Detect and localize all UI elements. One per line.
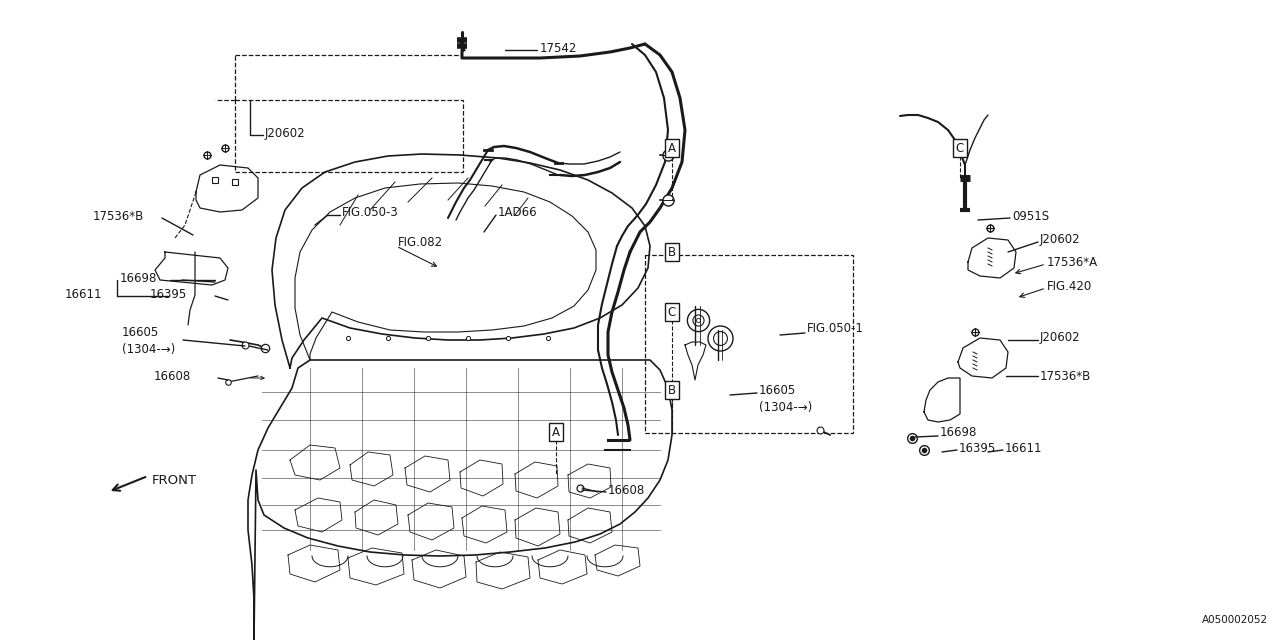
- Text: J20602: J20602: [265, 127, 306, 140]
- Bar: [645, 255, 852, 433]
- Text: 16611: 16611: [65, 287, 102, 301]
- Text: J20602: J20602: [1039, 234, 1080, 246]
- Text: C: C: [956, 141, 964, 154]
- Text: FIG.050-1: FIG.050-1: [806, 321, 864, 335]
- Text: (1304-→): (1304-→): [759, 401, 813, 415]
- Text: 0951S: 0951S: [1012, 209, 1050, 223]
- Text: A: A: [668, 141, 676, 154]
- Text: B: B: [668, 246, 676, 259]
- Text: 16395: 16395: [150, 287, 187, 301]
- Text: FRONT: FRONT: [152, 474, 197, 486]
- Text: 1AD66: 1AD66: [498, 207, 538, 220]
- Text: A: A: [552, 426, 561, 438]
- Text: 16608: 16608: [154, 369, 191, 383]
- Text: A050002052: A050002052: [1202, 615, 1268, 625]
- Text: 16608: 16608: [608, 483, 645, 497]
- Text: 16698: 16698: [120, 271, 157, 285]
- Bar: [236, 100, 463, 172]
- Text: 17536*B: 17536*B: [93, 209, 145, 223]
- Text: 16698: 16698: [940, 426, 978, 440]
- Text: 16605: 16605: [122, 326, 159, 339]
- Text: FIG.420: FIG.420: [1047, 280, 1092, 292]
- Text: B: B: [668, 383, 676, 397]
- Text: 16395: 16395: [959, 442, 996, 454]
- Text: FIG.082: FIG.082: [398, 237, 443, 250]
- Text: FIG.050-3: FIG.050-3: [342, 207, 399, 220]
- Text: J20602: J20602: [1039, 332, 1080, 344]
- Text: 17536*A: 17536*A: [1047, 257, 1098, 269]
- Text: C: C: [668, 305, 676, 319]
- Text: 17536*B: 17536*B: [1039, 369, 1092, 383]
- Text: (1304-→): (1304-→): [122, 344, 175, 356]
- Text: 16611: 16611: [1005, 442, 1042, 454]
- Text: 16605: 16605: [759, 383, 796, 397]
- Text: 17542: 17542: [540, 42, 577, 54]
